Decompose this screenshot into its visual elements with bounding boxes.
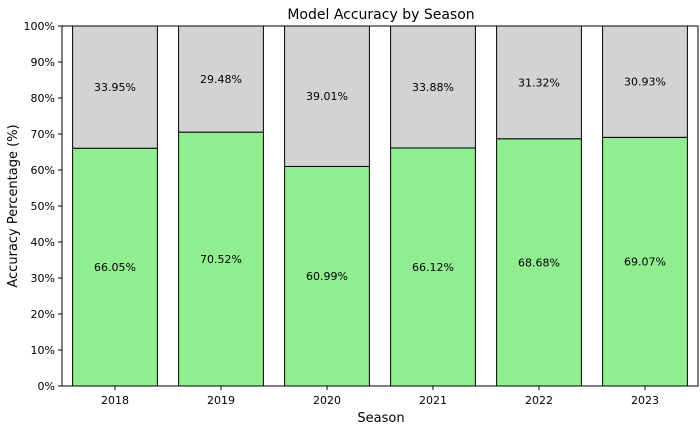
plot-area: 66.05% 33.95% 2018 70.52% 29.48% 2019 60.99% 39… (24, 20, 699, 407)
bar-2019-segment-1 (178, 131, 264, 387)
bar-2023-segment-2 (602, 25, 688, 138)
data-label-2022-segment-2: 31.32% (518, 76, 560, 89)
y-tick-label-0: 0% (38, 380, 55, 393)
y-tick-label-8: 80% (31, 92, 55, 105)
x-tick-label-2019: 2019 (207, 394, 235, 407)
data-label-2020-segment-2: 39.01% (306, 90, 348, 103)
chart-title: Model Accuracy by Season (287, 7, 474, 23)
x-axis-title: Season (357, 411, 404, 426)
y-tick-label-3: 30% (31, 272, 55, 285)
data-label-2018-segment-1: 66.05% (94, 261, 136, 274)
data-label-2022-segment-1: 68.68% (518, 256, 560, 269)
y-tick-label-2: 20% (31, 308, 55, 321)
bar-2018-segment-1 (72, 147, 158, 387)
data-label-2021-segment-2: 33.88% (412, 81, 454, 94)
x-tick-label-2022: 2022 (525, 394, 553, 407)
data-label-2019-segment-2: 29.48% (200, 73, 242, 86)
x-tick-label-2020: 2020 (313, 394, 341, 407)
bar-2023-segment-1 (602, 136, 688, 387)
bar-2019-segment-2 (178, 25, 264, 133)
x-tick-label-2023: 2023 (631, 394, 659, 407)
y-tick-label-9: 90% (31, 56, 55, 69)
x-tick-label-2021: 2021 (419, 394, 447, 407)
bar-2022-segment-1 (496, 138, 582, 387)
bar-2021-segment-1 (390, 147, 476, 387)
data-label-2023-segment-2: 30.93% (624, 76, 666, 89)
data-label-2019-segment-1: 70.52% (200, 253, 242, 266)
data-label-2018-segment-2: 33.95% (94, 81, 136, 94)
plot-frame (61, 25, 699, 387)
data-label-2020-segment-1: 60.99% (306, 270, 348, 283)
data-label-2023-segment-1: 69.07% (624, 256, 666, 269)
y-tick-label-1: 10% (31, 344, 55, 357)
y-tick-label-6: 60% (31, 164, 55, 177)
y-tick-label-7: 70% (31, 128, 55, 141)
x-tick-label-2018: 2018 (101, 394, 129, 407)
y-axis-title: Accuracy Percentage (%) (6, 124, 21, 287)
y-tick-label-10: 100% (24, 20, 55, 33)
bar-2021-segment-2 (390, 25, 476, 149)
y-tick-label-5: 50% (31, 200, 55, 213)
plot-background (62, 26, 698, 386)
data-label-2021-segment-1: 66.12% (412, 261, 454, 274)
bar-2022-segment-2 (496, 25, 582, 140)
y-tick-label-4: 40% (31, 236, 55, 249)
